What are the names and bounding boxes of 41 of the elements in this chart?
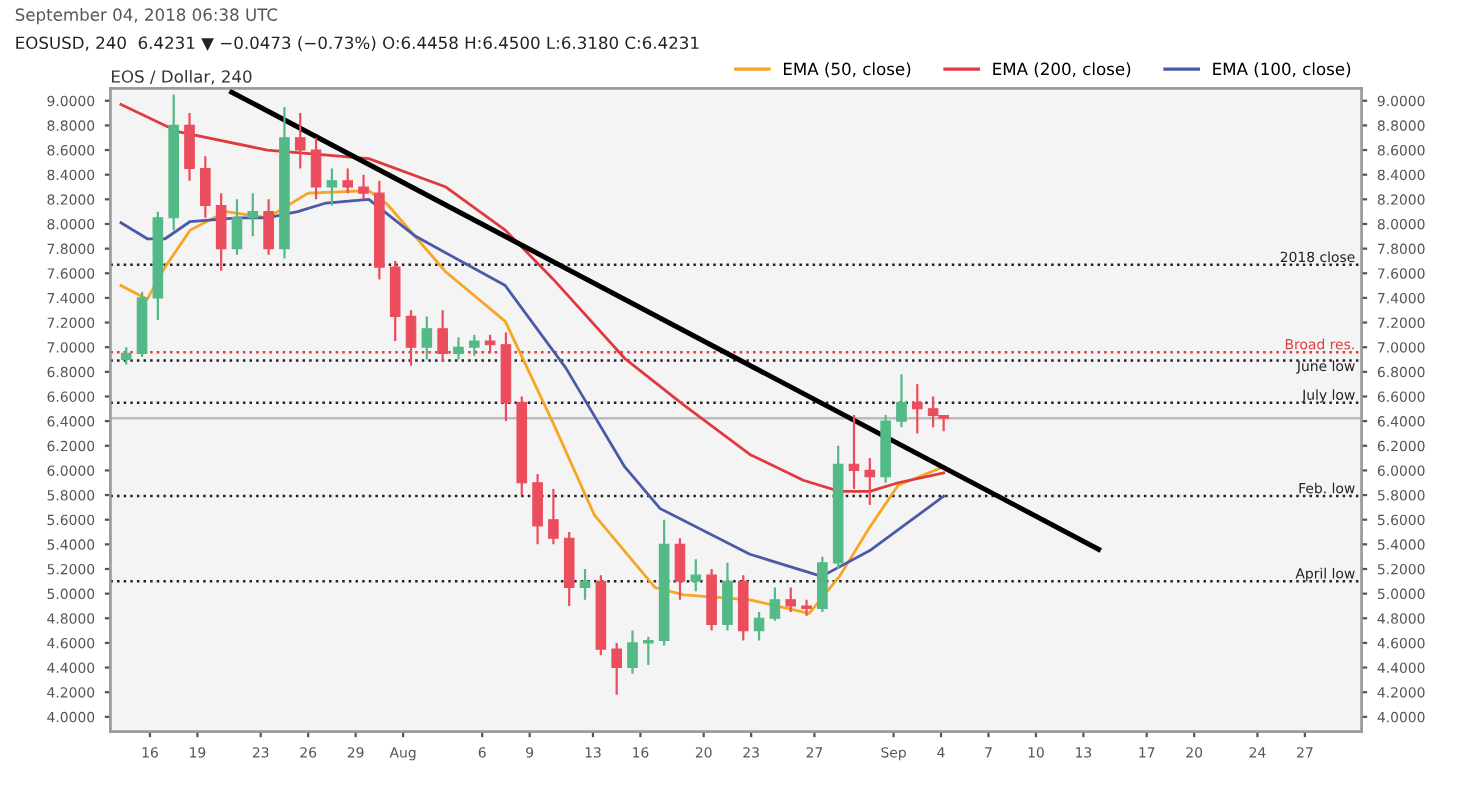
candlestick [532,473,543,546]
candlestick [200,155,211,219]
chart-subtitle: EOSUSD, 240 6.4231 ▼ −0.0473 (−0.73%) O:6.4458 H:6.4500 L:6.3180 C:6.4231 [16,36,699,52]
candlestick [627,629,638,675]
candlestick [437,309,448,364]
candlestick [753,611,765,642]
candlestick [342,167,354,195]
candlestick [421,315,433,361]
candlestick [247,192,259,238]
candlestick [896,373,907,429]
candlestick [722,561,733,632]
candlestick [690,558,702,593]
candlestick [453,336,464,361]
candlestick [785,586,797,614]
candlestick [769,586,781,622]
candlestick [294,111,306,170]
candlestick [468,333,480,357]
candlestick [864,456,876,507]
chart-title: September 04, 2018 06:38 UTC [15,8,278,25]
legend-label: EMA (50, close) [783,62,911,78]
candlestick [310,136,322,201]
legend-label: EMA (200, close) [993,62,1131,78]
candlestick [817,555,828,614]
candlestick [405,309,417,367]
candlestick [263,198,274,256]
legend-label: EMA (100, close) [1213,62,1351,78]
candlestick [215,192,227,272]
candlestick [611,641,622,696]
candlestick [911,383,923,435]
candlestick [848,413,860,491]
candlestick [579,567,591,601]
candlestick [643,635,654,667]
candlestick [184,111,195,182]
candlestick [231,198,243,256]
candlestick [484,333,496,355]
candlestick [548,487,559,546]
candlestick [674,537,686,601]
candlestick [358,173,369,201]
text: EOS / Dollar, 240 [112,69,252,85]
candlestick [326,167,338,207]
candlestick [801,598,812,617]
